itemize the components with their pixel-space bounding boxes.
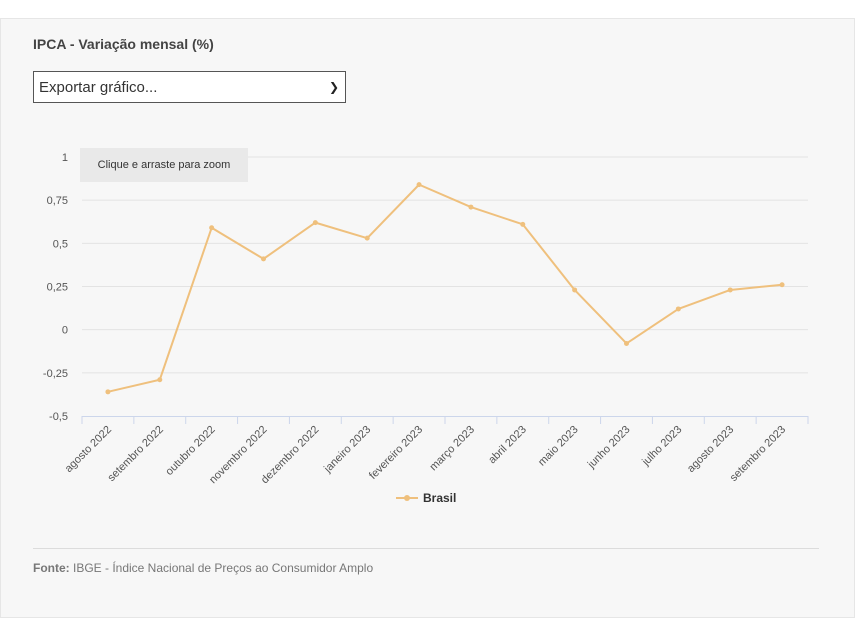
data-point[interactable] (779, 282, 785, 288)
series-brasil (105, 182, 785, 395)
y-tick-label: 0,25 (47, 282, 68, 294)
y-tick-label: 0,75 (47, 195, 68, 207)
divider (33, 548, 819, 549)
x-tick-label: agosto 2023 (685, 424, 736, 475)
export-select-value: Exportar gráfico... (39, 78, 158, 96)
x-tick-label: fevereiro 2023 (367, 424, 425, 482)
data-point[interactable] (261, 256, 266, 262)
data-point[interactable] (364, 235, 370, 241)
x-tick-label: janeiro 2023 (321, 424, 373, 476)
chart-title: IPCA - Variação mensal (%) (33, 36, 214, 52)
y-tick-label: -0,5 (49, 411, 68, 423)
data-point[interactable] (157, 377, 163, 383)
zoom-hint: Clique e arraste para zoom (80, 148, 248, 182)
data-point[interactable] (727, 287, 733, 293)
legend-label: Brasil (423, 491, 457, 505)
y-tick-label: -0,25 (43, 368, 68, 380)
x-tick-label: abril 2023 (486, 424, 529, 467)
legend-item-brasil[interactable]: Brasil (396, 491, 456, 505)
chart-card (0, 18, 855, 618)
grid-lines (82, 156, 808, 374)
export-select[interactable]: Exportar gráfico... ❯ (33, 71, 346, 103)
y-axis: 1 0,75 0,5 0,25 0 -0,25 -0,5 (43, 152, 68, 423)
chevron-down-icon: ❯ (328, 80, 339, 94)
data-point[interactable] (675, 306, 681, 312)
data-point[interactable] (468, 204, 474, 210)
y-tick-label: 1 (62, 152, 68, 164)
x-tick-label: junho 2023 (585, 424, 633, 472)
series-line (107, 183, 783, 393)
x-tick-label: setembro 2023 (728, 424, 788, 484)
data-point[interactable] (624, 340, 629, 346)
source-text: IBGE - Índice Nacional de Preços ao Cons… (69, 561, 374, 575)
data-point[interactable] (520, 221, 526, 227)
data-point[interactable] (209, 225, 215, 231)
legend-swatch (396, 493, 418, 503)
data-point[interactable] (572, 287, 578, 293)
data-point[interactable] (105, 389, 111, 395)
data-point[interactable] (312, 220, 318, 226)
x-tick-label: agosto 2022 (63, 424, 114, 475)
data-point[interactable] (416, 182, 422, 188)
x-tick-label: outubro 2022 (163, 424, 217, 478)
x-tick-label: maio 2023 (536, 424, 581, 469)
y-tick-label: 0,5 (53, 238, 68, 250)
source-label: Fonte: (33, 561, 70, 575)
x-tick-label: julho 2023 (639, 424, 684, 469)
x-tick-label: setembro 2022 (106, 424, 166, 484)
source-note: Fonte: IBGE - Índice Nacional de Preços … (33, 561, 373, 575)
y-tick-label: 0 (62, 325, 68, 337)
x-tick-label: março 2023 (427, 424, 477, 474)
